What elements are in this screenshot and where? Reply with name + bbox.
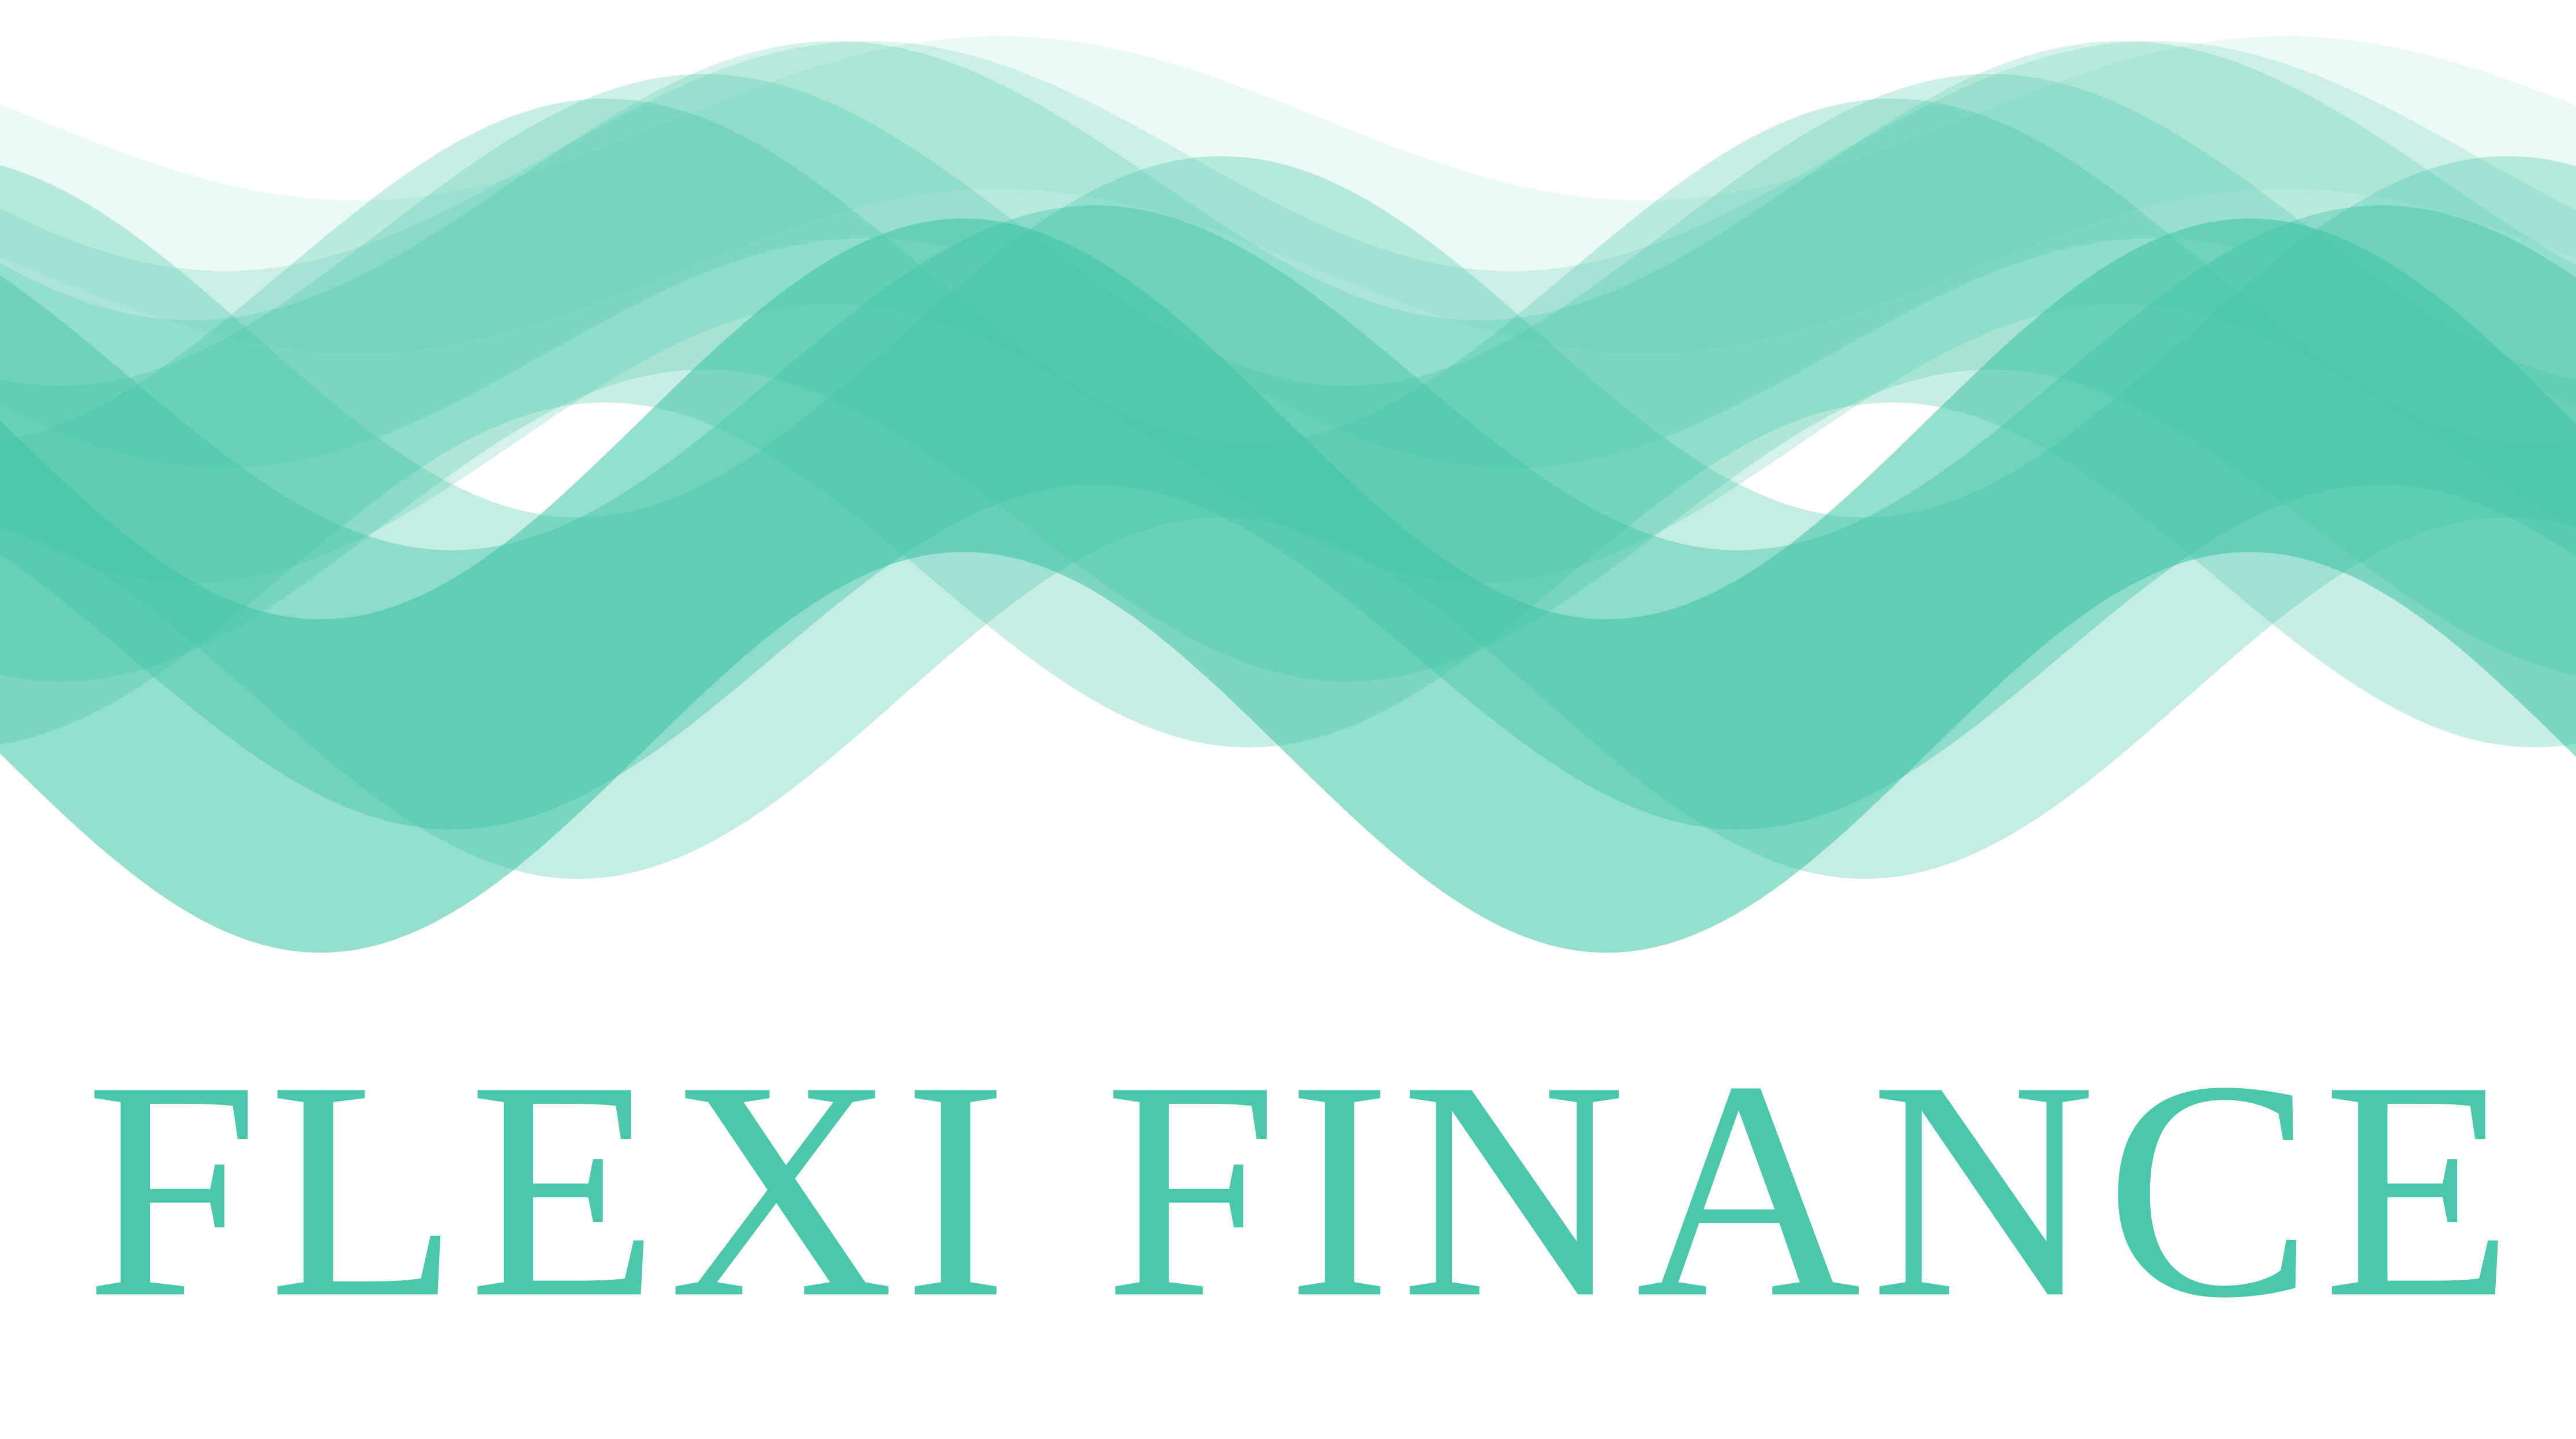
- waves: [0, 36, 2576, 953]
- wave-band: [0, 41, 2576, 583]
- wave-band: [0, 74, 2576, 682]
- brand-name: FLEXI FINANCE: [85, 1017, 2514, 1362]
- wave-band: [0, 98, 2576, 748]
- wave-band: [0, 218, 2576, 953]
- wave-band: [0, 41, 2576, 469]
- wave-band: [0, 36, 2576, 354]
